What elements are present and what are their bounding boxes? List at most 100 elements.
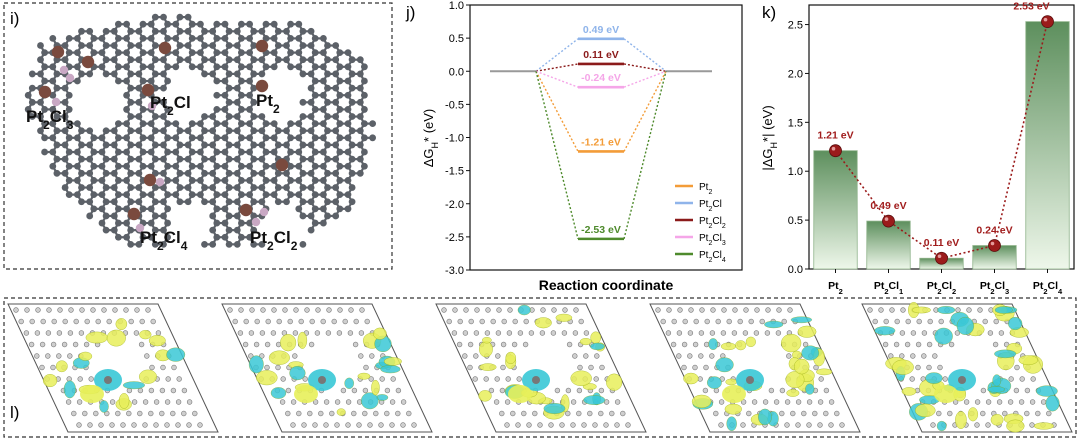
density-lobe (967, 407, 978, 422)
density-lobe (380, 365, 401, 374)
pt-atom (51, 45, 65, 59)
level-value-label: 0.49 eV (583, 24, 619, 36)
pt-atom (158, 41, 172, 55)
y-tick-label: 0.0 (449, 66, 464, 78)
trend-line (834, 21, 1049, 260)
cl-atom (259, 207, 269, 217)
x-tick-label: Pt2Cl3 (980, 280, 1009, 296)
density-lobe (992, 374, 1002, 387)
cl-atom (147, 101, 157, 111)
x-tick-label: Pt2 (828, 280, 843, 296)
density-lobe (994, 306, 1013, 314)
panel-k-label: k) (762, 3, 776, 22)
density-lobe (373, 327, 387, 340)
connector-left (535, 71, 579, 240)
density-lobe (994, 349, 1017, 359)
site-label: Pt2Cl3 (26, 107, 74, 132)
density-lobe (294, 385, 318, 403)
data-marker (829, 144, 842, 158)
legend-label: Pt2Cl4 (699, 250, 726, 264)
density-lobe (758, 408, 772, 426)
density-lobe (956, 316, 974, 335)
density-lobe (139, 369, 157, 384)
density-lobe (987, 386, 1005, 393)
density-lobe (726, 416, 737, 431)
density-lobe (148, 335, 166, 347)
density-lobe (297, 331, 308, 349)
y-tick-label: 0.5 (788, 215, 803, 227)
pt-atom (275, 158, 289, 172)
density-lobe (268, 350, 290, 365)
bar (1025, 21, 1070, 270)
panel-j-label: j) (405, 3, 415, 22)
density-lobe (691, 394, 712, 408)
cl-atom (51, 97, 61, 107)
pt-atom (746, 376, 754, 384)
density-lobe (764, 320, 784, 329)
level-value-label: -0.24 eV (581, 72, 621, 84)
density-lobe (590, 342, 605, 351)
density-lobe (570, 370, 592, 386)
density-lobe (794, 358, 810, 375)
density-lobe (280, 334, 297, 352)
site-labels: Pt2Cl3 Pt2Cl Pt2 Pt2Cl4 Pt2Cl2 (26, 91, 298, 253)
free-energy-diagram: 1.0 0.5 0.0 -0.5 -1.0 -1.5 -2.0 -2.5 -3.0 ΔGH* (e… (421, 0, 743, 293)
density-lobe (1035, 385, 1058, 397)
density-lobe (80, 385, 104, 403)
density-lobe (579, 338, 592, 346)
density-lobe (797, 325, 817, 338)
density-lobe (63, 380, 76, 399)
level-value-label: -1.21 eV (581, 136, 621, 148)
pt-atom (143, 173, 157, 187)
cdd-map (861, 302, 1073, 433)
connector-right (623, 70, 667, 152)
pt-atom (239, 203, 253, 217)
y-tick-label: -1.5 (445, 166, 464, 178)
data-marker (882, 214, 895, 228)
density-lobe (925, 372, 943, 384)
density-lobe (936, 420, 947, 432)
density-lobe (955, 411, 967, 429)
x-tick-label: Pt2Cl2 (927, 280, 956, 296)
density-lobe (1018, 355, 1038, 365)
pt-atom (958, 376, 966, 384)
density-lobe (901, 387, 917, 396)
density-lobe (790, 316, 812, 324)
site-label: Pt2Cl4 (140, 228, 188, 253)
cdd-map (7, 303, 219, 433)
pt-atom (81, 55, 95, 69)
y-tick-label: -1.0 (445, 133, 464, 145)
x-tick-label: Pt2Cl1 (874, 280, 903, 296)
y-tick-label: 0.0 (788, 264, 803, 276)
y-axis-label: |ΔGH*| (eV) (760, 105, 779, 170)
data-label: 0.49 eV (870, 200, 906, 212)
data-marker (1041, 15, 1054, 29)
density-lobe (1045, 395, 1060, 412)
density-lobe (248, 355, 264, 374)
density-lobe (722, 385, 746, 403)
density-lobe (479, 363, 497, 371)
density-lobe (801, 345, 820, 361)
y-tick-label: 2.5 (788, 20, 803, 32)
density-lobe (934, 385, 958, 403)
density-lobe (55, 360, 68, 373)
density-lobe (735, 340, 747, 351)
density-lobe (357, 372, 371, 380)
density-lobe (786, 389, 800, 397)
density-lobe (720, 342, 736, 351)
panel-l-frame (3, 297, 1077, 438)
density-lobe (371, 379, 380, 396)
connector-left (535, 38, 579, 72)
cl-atom (251, 217, 261, 227)
density-lobe (1033, 422, 1054, 430)
density-lobe (534, 317, 552, 329)
y-tick-label: 0.5 (449, 33, 464, 45)
level-value-label: 0.11 eV (583, 49, 619, 61)
density-lobe (715, 357, 734, 373)
pt-atom (532, 376, 540, 384)
y-tick-label: -0.5 (445, 99, 464, 111)
legend-label: Pt2 (699, 182, 712, 196)
cl-atom (135, 223, 145, 233)
density-lobe (517, 304, 531, 316)
density-lobe (724, 403, 742, 415)
